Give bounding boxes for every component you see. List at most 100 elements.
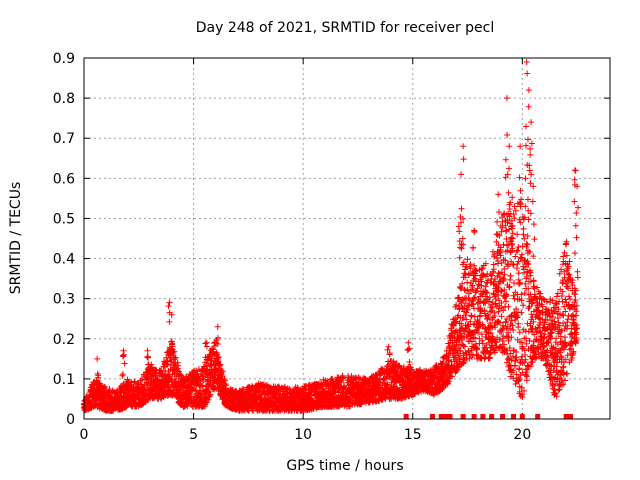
data-point — [507, 325, 514, 332]
data-point — [495, 270, 502, 277]
data-point — [559, 288, 566, 295]
data-point — [514, 231, 521, 238]
data-point — [518, 384, 525, 391]
data-point — [488, 323, 495, 330]
data-point — [502, 257, 509, 264]
data-point — [497, 319, 504, 326]
data-point — [459, 235, 466, 242]
data-point — [488, 336, 495, 343]
data-point — [174, 359, 181, 366]
y-tick-label: 0.5 — [53, 211, 75, 227]
gap-marker — [403, 414, 409, 419]
data-point — [522, 356, 529, 363]
data-point — [522, 123, 529, 130]
data-point — [516, 365, 523, 372]
data-point — [519, 243, 526, 250]
data-point — [554, 368, 561, 375]
data-point — [503, 292, 510, 299]
data-point — [527, 320, 534, 327]
data-point — [460, 259, 467, 266]
data-point — [537, 290, 544, 297]
data-point — [513, 371, 520, 378]
y-tick-label: 0.6 — [53, 171, 75, 187]
data-point — [512, 253, 519, 260]
data-point — [506, 143, 513, 150]
data-point — [496, 336, 503, 343]
data-point — [536, 315, 543, 322]
data-point — [492, 293, 499, 300]
data-point — [458, 205, 465, 212]
data-point — [562, 308, 569, 315]
data-point — [543, 298, 550, 305]
gap-marker — [447, 414, 453, 419]
data-point — [177, 371, 184, 378]
data-point — [531, 236, 538, 243]
x-tick-label: 5 — [189, 427, 198, 443]
data-point — [340, 375, 347, 382]
data-point — [563, 252, 570, 259]
data-point — [452, 354, 459, 361]
data-point — [572, 340, 579, 347]
data-point — [214, 323, 221, 330]
gap-marker — [429, 414, 435, 419]
data-point — [547, 377, 554, 384]
data-point — [575, 204, 582, 211]
data-point — [525, 285, 532, 292]
data-point — [504, 216, 511, 223]
data-point — [386, 351, 393, 358]
data-point — [506, 165, 513, 172]
data-point — [565, 293, 572, 300]
data-point — [530, 277, 537, 284]
data-point — [458, 219, 465, 226]
data-point — [461, 334, 468, 341]
data-point — [524, 70, 531, 77]
gap-marker — [511, 414, 517, 419]
data-point — [218, 367, 225, 374]
data-point — [498, 313, 505, 320]
data-point — [545, 354, 552, 361]
data-point — [513, 248, 520, 255]
data-point — [565, 263, 572, 270]
data-point — [571, 250, 578, 257]
data-point — [462, 312, 469, 319]
data-point — [408, 366, 415, 373]
data-point — [471, 227, 478, 234]
data-point — [564, 322, 571, 329]
y-tick-label: 0.7 — [53, 131, 75, 147]
data-point — [457, 244, 464, 251]
data-point — [521, 290, 528, 297]
data-point — [491, 349, 498, 356]
data-point — [497, 252, 504, 259]
data-point — [515, 243, 522, 250]
data-point — [486, 298, 493, 305]
data-point — [179, 399, 186, 406]
data-point — [530, 318, 537, 325]
data-point — [549, 297, 556, 304]
gap-markers — [403, 414, 574, 419]
data-point — [510, 326, 517, 333]
data-point — [514, 314, 521, 321]
data-point — [544, 316, 551, 323]
data-point — [523, 340, 530, 347]
y-tick-label: 0.2 — [53, 332, 75, 348]
data-point — [482, 283, 489, 290]
data-point — [510, 367, 517, 374]
data-point — [547, 326, 554, 333]
gap-marker — [568, 414, 574, 419]
y-tick-label: 0.3 — [53, 292, 75, 308]
gap-marker — [438, 414, 444, 419]
data-point — [520, 302, 527, 309]
data-point — [558, 266, 565, 273]
data-point — [215, 353, 222, 360]
data-point — [510, 211, 517, 218]
data-point — [525, 305, 532, 312]
data-point — [523, 59, 530, 66]
gap-marker — [563, 414, 569, 419]
data-point — [458, 245, 465, 252]
data-point — [469, 286, 476, 293]
data-point — [385, 358, 392, 365]
data-point — [145, 353, 152, 360]
data-point — [539, 303, 546, 310]
data-point — [172, 354, 179, 361]
data-point — [492, 275, 499, 282]
